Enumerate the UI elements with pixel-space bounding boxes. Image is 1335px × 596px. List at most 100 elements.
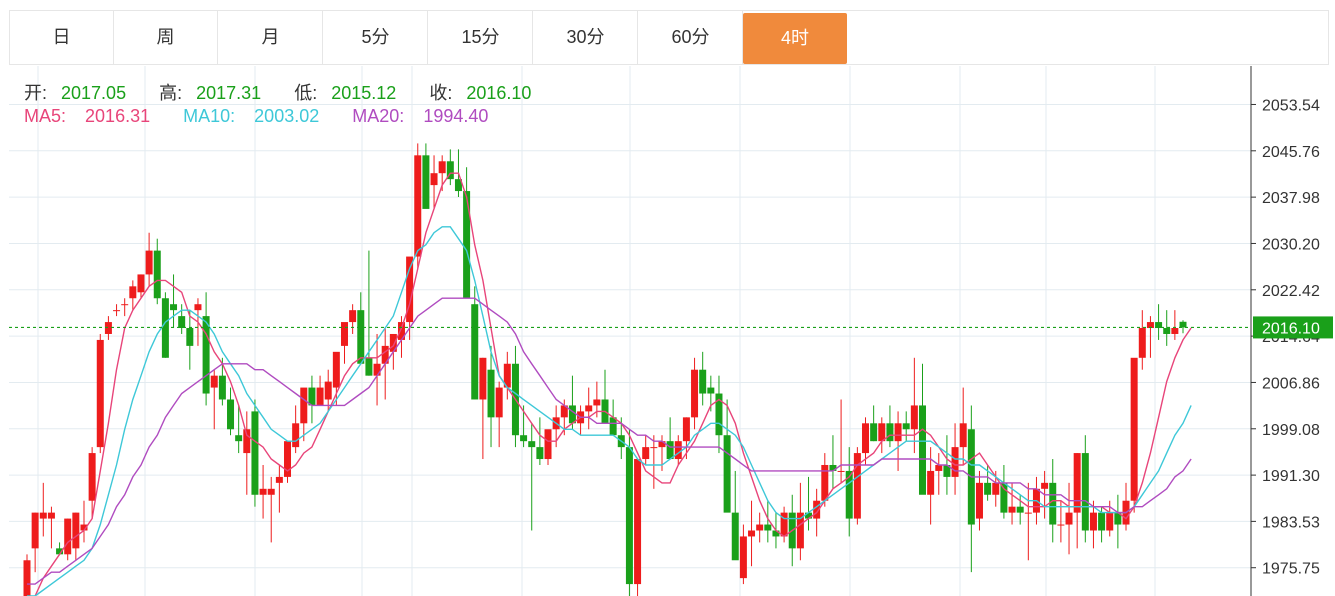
- candle-body: [145, 250, 153, 275]
- candle-body: [308, 387, 316, 406]
- tab-week[interactable]: 周: [114, 11, 218, 64]
- ohlc-info: 开: 2017.05 高: 2017.31 低: 2015.12 收: 2016.10: [24, 79, 559, 105]
- candle-body: [772, 530, 780, 537]
- tab-4hour[interactable]: 4时: [743, 13, 847, 64]
- candle-body: [88, 453, 96, 501]
- candle-body: [821, 464, 829, 501]
- candle-body: [528, 441, 536, 448]
- candle-body: [837, 470, 845, 472]
- candle-body: [1016, 506, 1024, 513]
- candle-body: [625, 447, 633, 585]
- candle-body: [72, 512, 80, 549]
- candle-body: [349, 310, 357, 323]
- candle-body: [707, 387, 715, 394]
- candle-body: [235, 435, 243, 442]
- candle-body: [1163, 328, 1171, 334]
- candle-body: [39, 512, 47, 519]
- low-value: 2015.12: [331, 83, 397, 103]
- candle-body: [666, 441, 674, 460]
- tab-15min[interactable]: 15分: [429, 11, 533, 64]
- candle-body: [259, 488, 267, 495]
- candle-body: [1041, 482, 1049, 489]
- tab-day[interactable]: 日: [10, 11, 114, 64]
- candle-body: [910, 405, 918, 430]
- y-tick-label: 1983.53: [1262, 514, 1320, 531]
- last-price-badge: [1253, 316, 1333, 339]
- ma20-label: MA20:: [352, 106, 405, 126]
- candle-body: [544, 429, 552, 460]
- candle-body: [1081, 453, 1089, 531]
- candle-body: [47, 512, 55, 519]
- candle-body: [202, 316, 210, 394]
- candle-body: [430, 173, 438, 186]
- candle-body: [316, 387, 324, 406]
- candle-body: [894, 423, 902, 442]
- last-price-label: 2016.10: [1262, 320, 1320, 337]
- candle-body: [658, 441, 666, 448]
- candle-body: [984, 482, 992, 495]
- candle-body: [357, 310, 365, 364]
- candle-body: [243, 429, 251, 454]
- candle-body: [121, 304, 129, 306]
- candle-body: [878, 423, 886, 442]
- candle-body: [723, 435, 731, 513]
- candle-body: [1089, 512, 1097, 531]
- ma20-line: [27, 297, 1192, 585]
- candle-body: [495, 387, 503, 418]
- y-tick-label: 2053.54: [1262, 97, 1320, 114]
- candle-body: [764, 524, 772, 531]
- candle-body: [113, 310, 121, 312]
- high-value: 2017.31: [196, 83, 262, 103]
- candle-body: [959, 423, 967, 448]
- tab-60min[interactable]: 60分: [639, 11, 743, 64]
- candle-body: [300, 387, 308, 424]
- candle-body: [943, 464, 951, 477]
- candle-body: [739, 536, 747, 579]
- candle-body: [1106, 512, 1114, 531]
- candle-body: [153, 250, 161, 299]
- candle-body: [568, 405, 576, 424]
- candle-body: [446, 161, 454, 180]
- candle-body: [397, 322, 405, 340]
- candle-body: [1098, 512, 1106, 531]
- ma10-value: 2003.02: [254, 106, 320, 126]
- candle-body: [796, 512, 804, 549]
- close-label: 收:: [429, 83, 453, 103]
- candle-body: [886, 423, 894, 442]
- y-tick-label: 2037.98: [1262, 190, 1320, 207]
- candle-body: [691, 369, 699, 418]
- candle-body: [178, 316, 186, 329]
- candle-body: [210, 375, 218, 388]
- candle-body: [267, 488, 275, 495]
- candle-body: [96, 339, 104, 448]
- candle-body: [634, 459, 642, 585]
- candle-body: [129, 286, 137, 299]
- candle-body: [23, 560, 31, 596]
- candle-body: [373, 363, 381, 376]
- candle-body: [951, 447, 959, 477]
- candle-body: [406, 256, 414, 323]
- candle-body: [870, 423, 878, 442]
- candlestick-chart: 2053.542045.762037.982030.202022.422014.…: [9, 66, 1333, 596]
- candle-body: [756, 524, 764, 531]
- candle-body: [520, 435, 528, 442]
- candle-body: [1008, 506, 1016, 513]
- candle-body: [1130, 357, 1138, 501]
- tab-30min[interactable]: 30分: [534, 11, 638, 64]
- candle-body: [731, 512, 739, 561]
- ma10-line: [27, 226, 1192, 596]
- candle-body: [381, 345, 389, 364]
- candle-body: [1171, 328, 1179, 334]
- tab-5min[interactable]: 5分: [324, 11, 428, 64]
- open-value: 2017.05: [61, 83, 127, 103]
- ma5-label: MA5:: [24, 106, 67, 126]
- candle-body: [365, 357, 373, 376]
- candle-body: [251, 411, 259, 495]
- tab-month[interactable]: 月: [219, 11, 323, 64]
- candle-body: [186, 328, 194, 346]
- low-label: 低:: [294, 83, 318, 103]
- candle-body: [332, 351, 340, 388]
- candle-body: [471, 304, 479, 400]
- y-tick-label: 1991.30: [1262, 468, 1320, 485]
- candle-body: [1146, 322, 1154, 329]
